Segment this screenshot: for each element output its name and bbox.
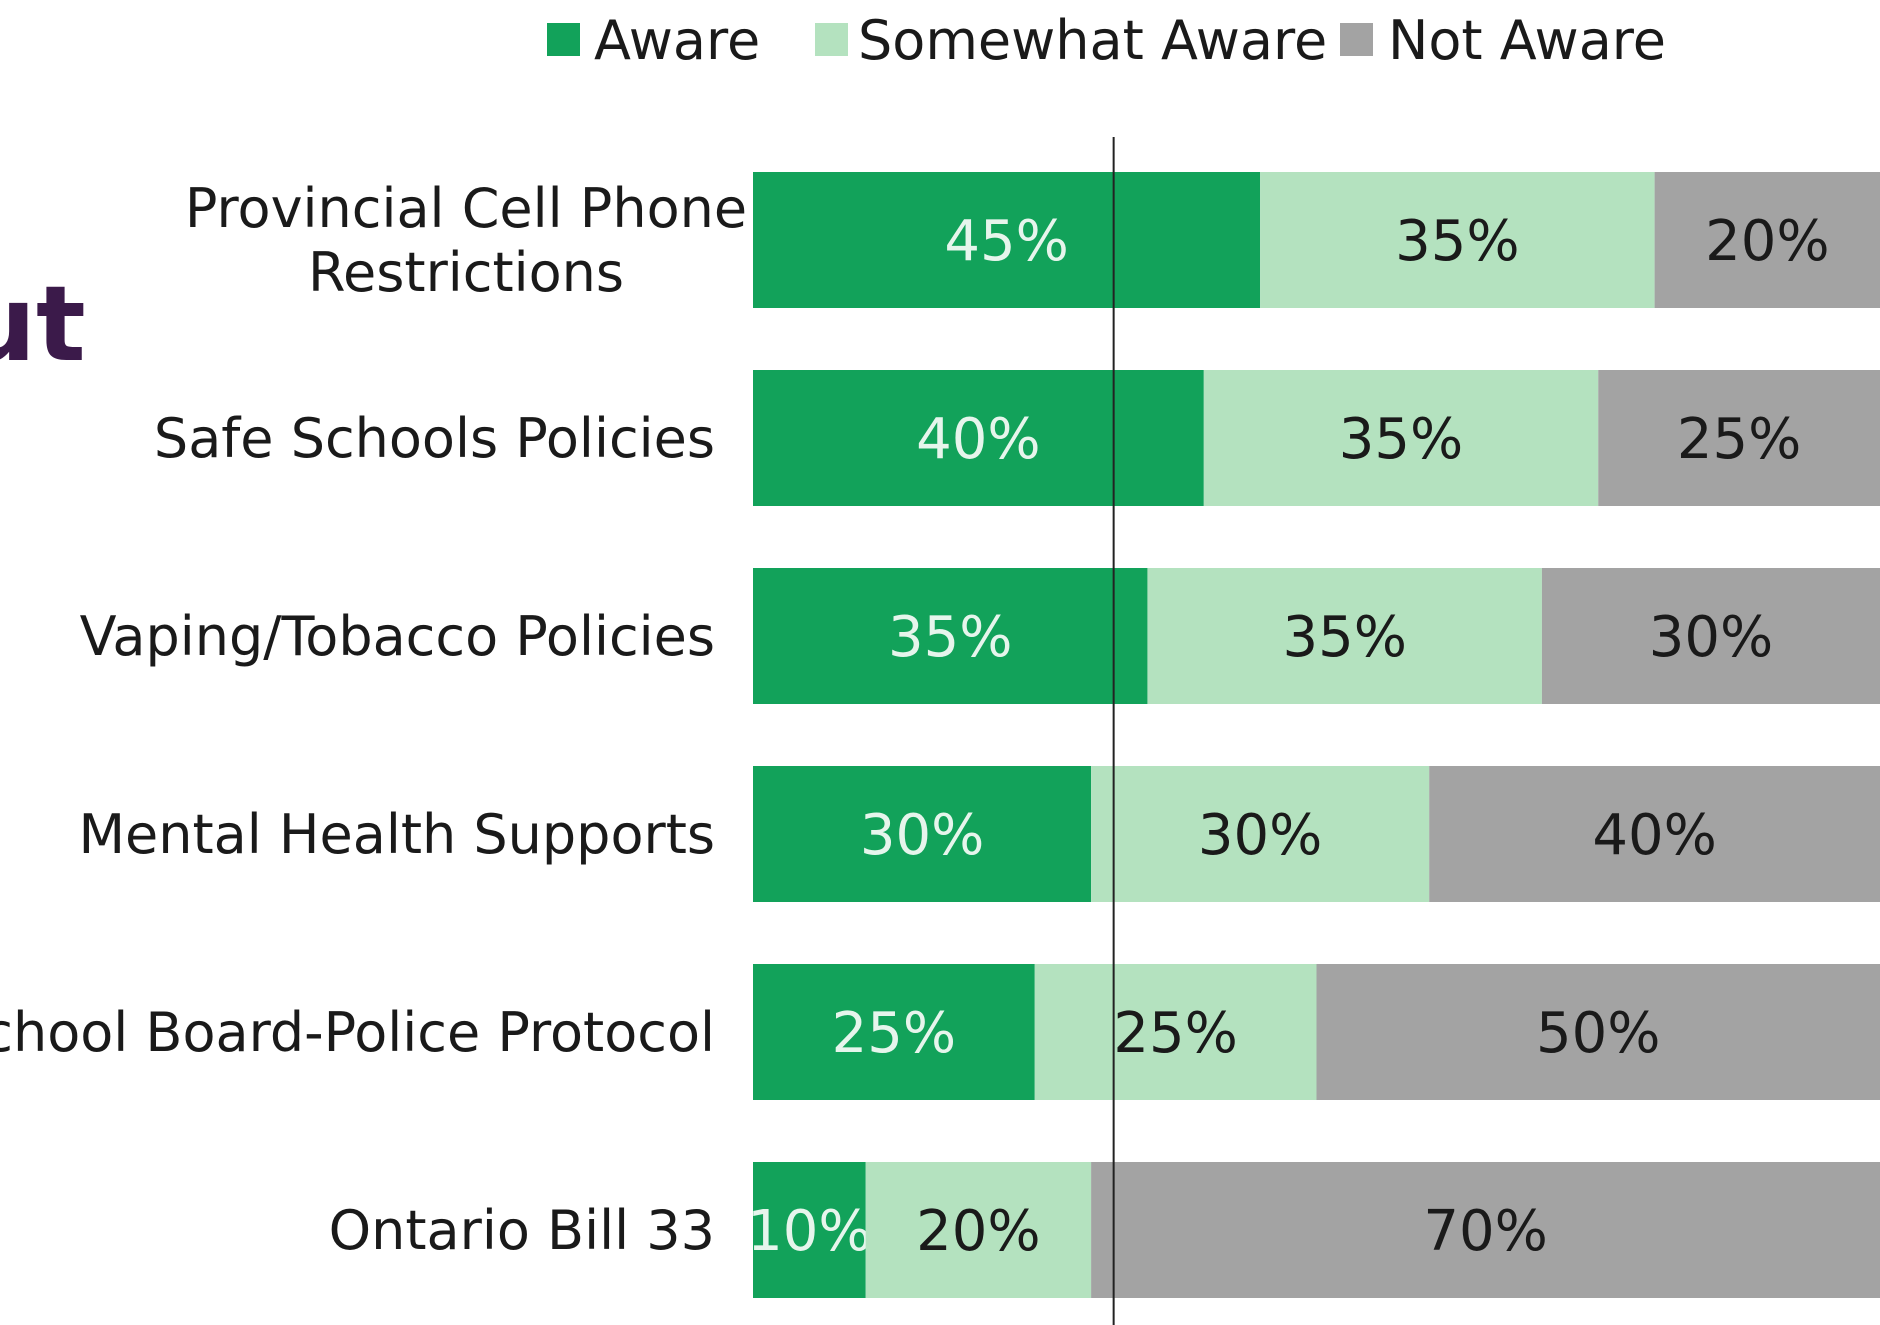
data-label-not-aware-row-6: 70%	[1423, 1199, 1547, 1264]
data-label-somewhat-aware-row-5: 25%	[1113, 1001, 1237, 1066]
bar-aware-row-2	[753, 370, 1204, 506]
bar-not-aware-row-3	[1541, 568, 1880, 704]
bar-somewhat-aware-row-4	[1091, 766, 1430, 902]
bar-somewhat-aware-row-5	[1034, 964, 1317, 1100]
bar-not-aware-row-4	[1429, 766, 1880, 902]
data-label-not-aware-row-1: 20%	[1705, 209, 1829, 274]
data-label-aware-row-2: 40%	[916, 407, 1040, 472]
category-label-row-3: Vaping/Tobacco Policies	[80, 605, 715, 668]
data-label-not-aware-row-4: 40%	[1592, 803, 1716, 868]
data-label-not-aware-row-3: 30%	[1649, 605, 1773, 670]
data-label-aware-row-1: 45%	[944, 209, 1068, 274]
legend-label-somewhat-aware: Somewhat Aware	[858, 9, 1327, 72]
bar-somewhat-aware-row-1	[1260, 172, 1655, 308]
category-label-row-4: Mental Health Supports	[78, 803, 715, 866]
partial-title: ut	[0, 263, 86, 385]
data-label-somewhat-aware-row-4: 30%	[1198, 803, 1322, 868]
data-label-aware-row-4: 30%	[860, 803, 984, 868]
bar-aware-row-4	[753, 766, 1092, 902]
bar-not-aware-row-2	[1598, 370, 1880, 506]
legend: Aware Somewhat Aware Not Aware	[547, 9, 1666, 72]
bar-somewhat-aware-row-6	[865, 1162, 1092, 1298]
category-label-row-5: School Board-Police Protocol	[0, 1001, 715, 1064]
data-label-not-aware-row-5: 50%	[1536, 1001, 1660, 1066]
category-label-row-1: Provincial Cell Phone Restrictions	[185, 177, 747, 304]
bar-aware-row-3	[753, 568, 1148, 704]
data-label-aware-row-5: 25%	[832, 1001, 956, 1066]
data-label-somewhat-aware-row-1: 35%	[1395, 209, 1519, 274]
category-label-row-6: Ontario Bill 33	[329, 1199, 715, 1262]
legend-label-aware: Aware	[594, 9, 760, 72]
legend-swatch-somewhat-aware	[815, 23, 848, 56]
data-label-aware-row-3: 35%	[888, 605, 1012, 670]
bar-not-aware-row-5	[1316, 964, 1880, 1100]
legend-swatch-not-aware	[1340, 23, 1373, 56]
bar-aware-row-1	[753, 172, 1261, 308]
bars-group: 45% 35% 20% 40% 35% 25% 35% 35% 30% 30% 30% 40% 25% 2…	[747, 172, 1880, 1298]
legend-swatch-aware	[547, 23, 580, 56]
bar-not-aware-row-6	[1091, 1162, 1880, 1298]
bar-aware-row-5	[753, 964, 1035, 1100]
data-label-somewhat-aware-row-3: 35%	[1282, 605, 1406, 670]
bar-aware-row-6	[753, 1162, 866, 1298]
data-label-not-aware-row-2: 25%	[1677, 407, 1801, 472]
category-labels: Provincial Cell Phone Restrictions Safe Sc…	[0, 177, 747, 1262]
bar-not-aware-row-1	[1654, 172, 1880, 308]
data-label-somewhat-aware-row-2: 35%	[1339, 407, 1463, 472]
bar-somewhat-aware-row-3	[1147, 568, 1542, 704]
category-label-row-2: Safe Schools Policies	[154, 407, 715, 470]
data-label-somewhat-aware-row-6: 20%	[916, 1199, 1040, 1264]
data-label-aware-row-6: 10%	[747, 1199, 871, 1264]
bar-somewhat-aware-row-2	[1203, 370, 1599, 506]
legend-label-not-aware: Not Aware	[1388, 9, 1666, 72]
